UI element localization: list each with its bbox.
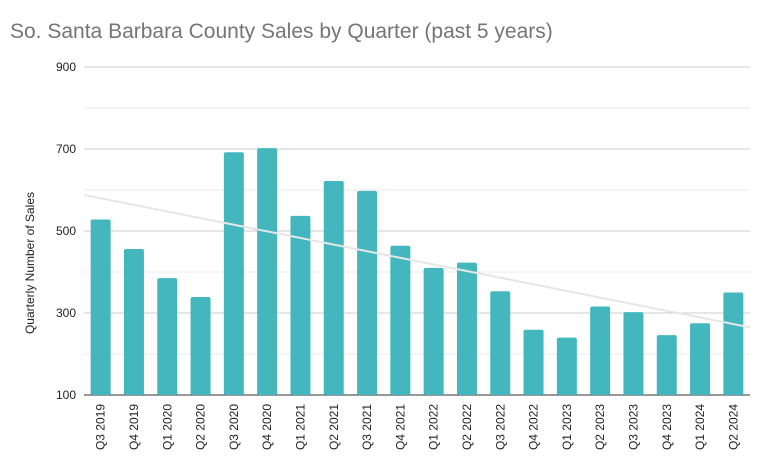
- x-tick-label: Q4 2021: [393, 404, 407, 450]
- x-tick-label: Q1 2023: [560, 404, 574, 450]
- x-tick-label: Q3 2019: [94, 404, 108, 450]
- bar: [523, 329, 544, 395]
- x-tick-label: Q3 2022: [493, 404, 507, 450]
- y-tick-label: 100: [56, 388, 76, 402]
- bar: [590, 306, 611, 395]
- bar: [690, 323, 711, 395]
- chart-title: So. Santa Barbara County Sales by Quarte…: [10, 20, 553, 43]
- bar: [290, 215, 311, 395]
- bar: [123, 249, 144, 395]
- x-tick-label: Q3 2023: [626, 404, 640, 450]
- gridlines: [84, 66, 750, 396]
- bar: [490, 291, 511, 395]
- trendline: [83, 193, 751, 329]
- x-tick-label: Q4 2020: [260, 404, 274, 450]
- x-tick-label: Q2 2021: [327, 404, 341, 450]
- bar: [456, 262, 477, 395]
- bar: [223, 152, 244, 395]
- bar: [623, 312, 644, 395]
- x-tick-label: Q2 2023: [593, 404, 607, 450]
- x-tick-label: Q1 2024: [693, 404, 707, 450]
- x-axis-ticks: Q3 2019 Q4 2019 Q1 2020 Q2 2020 Q3 2020 Q4 20…: [94, 404, 741, 450]
- bar: [723, 292, 744, 395]
- bar: [556, 337, 577, 395]
- bar: [390, 245, 411, 395]
- y-tick-label: 700: [56, 142, 76, 156]
- x-tick-label: Q4 2019: [127, 404, 141, 450]
- x-tick-label: Q2 2024: [726, 404, 740, 450]
- bars: [90, 148, 744, 395]
- x-tick-label: Q2 2022: [460, 404, 474, 450]
- bar: [90, 219, 111, 395]
- y-tick-label: 300: [56, 306, 76, 320]
- x-tick-label: Q1 2020: [160, 404, 174, 450]
- x-tick-label: Q1 2021: [293, 404, 307, 450]
- y-tick-label: 500: [56, 224, 76, 238]
- y-axis-label: Quarterly Number of Sales: [23, 192, 37, 334]
- x-tick-label: Q3 2021: [360, 404, 374, 450]
- y-axis-ticks: 100 300 500 700 900: [56, 60, 76, 402]
- trendline-group: [83, 193, 751, 329]
- bar: [656, 335, 677, 395]
- bar: [190, 297, 211, 395]
- bar: [357, 190, 378, 395]
- x-tick-label: Q4 2022: [527, 404, 541, 450]
- x-tick-label: Q1 2022: [427, 404, 441, 450]
- bar: [323, 180, 344, 395]
- bar: [157, 278, 178, 395]
- y-tick-label: 900: [56, 60, 76, 74]
- bar: [257, 148, 278, 395]
- bar: [423, 267, 444, 395]
- x-tick-label: Q2 2020: [194, 404, 208, 450]
- x-tick-label: Q3 2020: [227, 404, 241, 450]
- x-tick-label: Q4 2023: [660, 404, 674, 450]
